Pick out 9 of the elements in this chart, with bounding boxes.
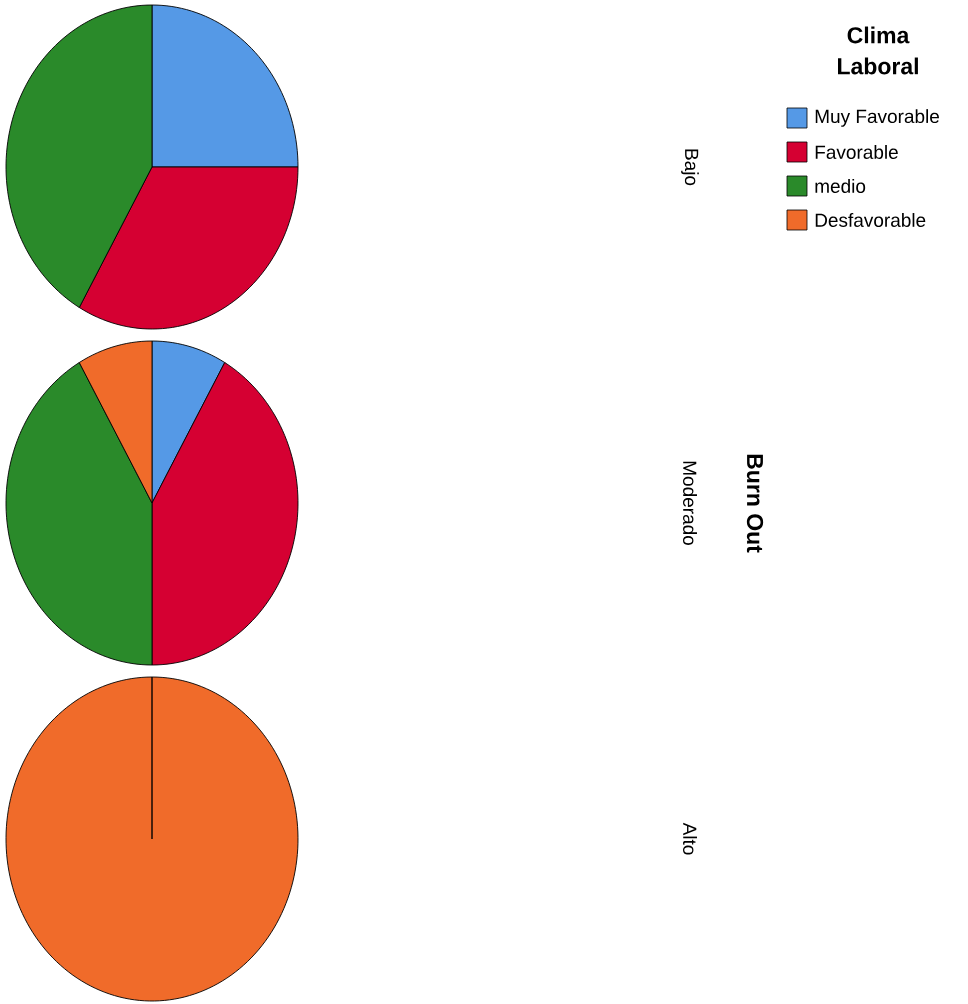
legend-title: Clima Laboral — [838, 26, 918, 75]
legend-label: Favorable — [815, 145, 898, 159]
legend-label: medio — [815, 179, 866, 193]
slice-label: Moderado — [683, 461, 697, 545]
legend-label: Desfavorable — [815, 213, 926, 227]
slice-label: Bajo — [681, 149, 699, 186]
text: Burn Out — [746, 454, 764, 553]
slice-label: Alto — [683, 822, 697, 855]
legend-label: Muy Favorable — [815, 109, 939, 127]
